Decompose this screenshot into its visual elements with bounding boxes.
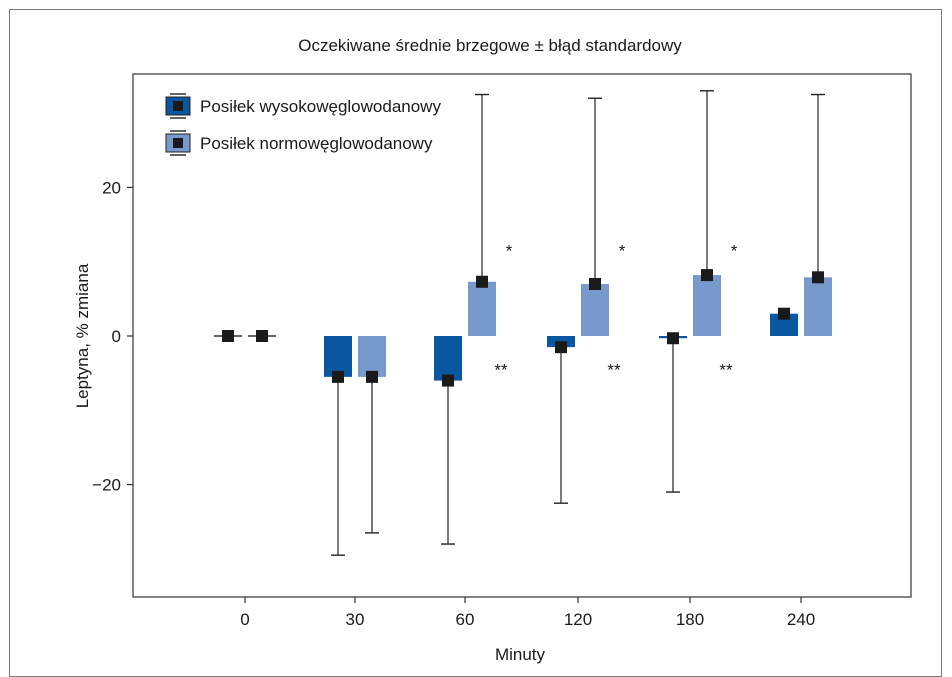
x-tick-label: 240 xyxy=(787,610,815,629)
significance-mark: ** xyxy=(494,360,508,379)
mean-marker xyxy=(701,269,713,282)
significance-mark: ** xyxy=(607,360,621,379)
bar-normal-carb xyxy=(468,281,496,336)
x-tick-label: 0 xyxy=(240,610,249,629)
bar-normal-carb xyxy=(804,277,832,336)
y-tick-label: 20 xyxy=(102,178,121,197)
y-tick-label: 0 xyxy=(112,327,121,346)
x-tick-label: 30 xyxy=(346,610,365,629)
annotations-layer: * * *** ** ** xyxy=(494,242,737,380)
mean-marker xyxy=(555,341,567,354)
mean-marker xyxy=(667,332,679,345)
significance-mark: * xyxy=(731,242,738,261)
y-axis-title: Leptyna, % zmiana xyxy=(73,263,92,408)
y-axis: −20 0 20 xyxy=(92,178,133,495)
mean-marker xyxy=(332,370,344,383)
bar-high-carb xyxy=(324,336,352,377)
mean-marker xyxy=(442,374,454,387)
legend-label: Posiłek normowęglowodanowy xyxy=(200,134,433,153)
bar-normal-carb xyxy=(693,275,721,336)
markers-layer xyxy=(222,269,824,387)
mean-marker xyxy=(589,277,601,290)
mean-marker xyxy=(476,275,488,288)
errorbars-layer xyxy=(331,90,825,556)
bar-normal-carb xyxy=(581,283,609,336)
y-tick-label: −20 xyxy=(92,476,121,495)
x-axis: 0 30 60 120 180 240 xyxy=(240,597,815,629)
mean-marker xyxy=(366,370,378,383)
legend: Posiłek wysokowęglowodanowy Posiłek normo… xyxy=(165,93,441,156)
legend-label: Posiłek wysokowęglowodanowy xyxy=(200,97,441,116)
chart-title: Oczekiwane średnie brzegowe ± błąd stand… xyxy=(298,36,682,55)
legend-marker xyxy=(173,101,183,111)
mean-marker xyxy=(222,330,234,342)
x-axis-title: Minuty xyxy=(495,645,546,664)
significance-mark: * xyxy=(506,242,513,261)
significance-mark: ** xyxy=(719,360,733,379)
x-tick-label: 180 xyxy=(676,610,704,629)
legend-marker xyxy=(173,138,183,148)
significance-mark: * xyxy=(619,242,626,261)
bar-high-carb xyxy=(770,313,798,336)
bar-high-carb xyxy=(434,336,462,381)
bar-normal-carb xyxy=(358,336,386,377)
x-tick-label: 60 xyxy=(456,610,475,629)
mean-marker xyxy=(256,330,268,342)
mean-marker xyxy=(812,271,824,284)
mean-marker xyxy=(778,307,790,320)
x-tick-label: 120 xyxy=(564,610,592,629)
